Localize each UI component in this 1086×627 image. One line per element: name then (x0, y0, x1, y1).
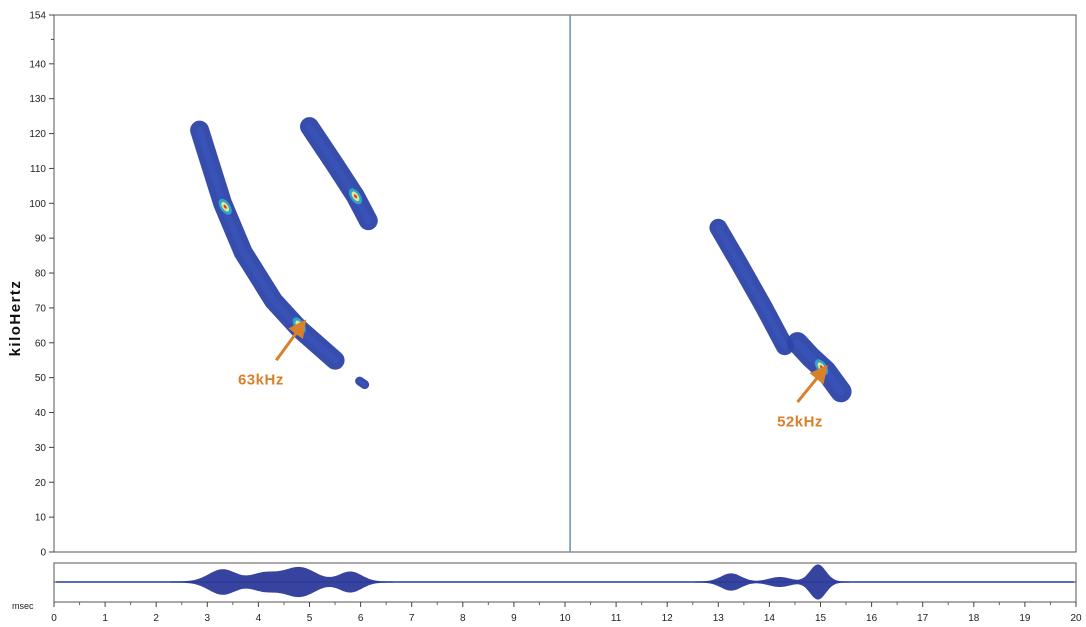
x-tick-label: 10 (559, 613, 571, 624)
y-tick-label: 10 (35, 513, 47, 524)
x-tick-label: 8 (460, 613, 466, 624)
hotspot-1-peak (223, 204, 227, 209)
waveform-envelope (54, 564, 1076, 600)
x-tick-label: 0 (51, 613, 57, 624)
y-tick-label: 60 (35, 338, 47, 349)
x-tick-label: 16 (866, 613, 878, 624)
x-tick-label: 5 (307, 613, 313, 624)
x-tick-label: 7 (409, 613, 415, 624)
x-axis-unit-label: msec (12, 601, 34, 611)
x-tick-label: 3 (205, 613, 211, 624)
y-tick-label: 100 (29, 199, 46, 210)
y-tick-label: 80 (35, 269, 47, 280)
call-2-upper-core (715, 224, 788, 350)
x-tick-label: 13 (713, 613, 725, 624)
y-tick-label: 40 (35, 408, 47, 419)
x-tick-label: 2 (153, 613, 159, 624)
x-tick-label: 17 (917, 613, 929, 624)
y-tick-label: 0 (40, 548, 46, 559)
x-tick-label: 18 (968, 613, 980, 624)
annotation-label: 63kHz (238, 372, 284, 389)
x-tick-label: 20 (1070, 613, 1082, 624)
x-tick-label: 1 (102, 613, 108, 624)
y-tick-label: 50 (35, 373, 47, 384)
y-tick-label: 30 (35, 443, 47, 454)
x-tick-label: 12 (662, 613, 674, 624)
annotation-arrow (275, 319, 307, 362)
y-tick-label: 110 (30, 164, 46, 175)
waveform-plot-area: 0 1 2 3 4 5 6 7 8 9 10 11 12 13 14 15 16 17 18 19 20 (51, 562, 1082, 624)
call-1-harmonic-core (306, 123, 372, 225)
call-1-fragment-core (358, 379, 367, 387)
hotspot-3-peak (353, 194, 358, 199)
x-tick-label: 4 (256, 613, 262, 624)
y-axis-label: kiloHertz (7, 280, 24, 357)
y-tick-label: 140 (29, 59, 46, 70)
spectrogram-frame (53, 14, 1077, 553)
annotation-arrow (796, 364, 828, 404)
x-tick-label: 9 (511, 613, 517, 624)
x-tick-label: 15 (815, 613, 827, 624)
y-tick-label: 20 (35, 478, 47, 489)
x-tick-label: 6 (358, 613, 364, 624)
y-tick-label: 130 (29, 94, 46, 105)
annotation-label: 52kHz (777, 413, 823, 430)
spectrogram-plot-area: 0 10 20 30 40 50 60 70 80 90 100 110 120 130 140 154 63k… (29, 11, 1077, 559)
x-tick-label: 14 (764, 613, 776, 624)
x-tick-label: 19 (1019, 613, 1031, 624)
y-tick-label: 90 (35, 234, 47, 245)
y-tick-label: 154 (29, 11, 46, 22)
y-tick-label: 70 (35, 303, 47, 314)
y-tick-label: 120 (29, 129, 46, 140)
x-tick-label: 11 (611, 613, 622, 624)
